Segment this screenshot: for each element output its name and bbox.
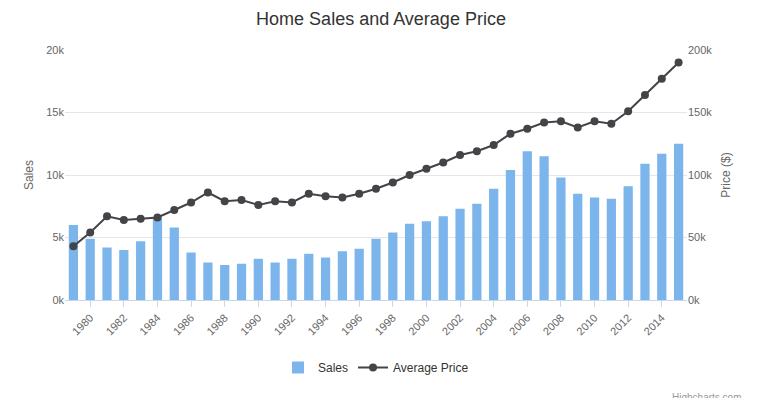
svg-text:50k: 50k — [688, 231, 706, 243]
svg-text:2012: 2012 — [608, 312, 634, 338]
svg-text:1990: 1990 — [238, 312, 264, 338]
svg-text:1984: 1984 — [137, 312, 163, 338]
svg-text:Sales: Sales — [318, 361, 348, 375]
svg-text:Home Sales and Average Price: Home Sales and Average Price — [256, 9, 506, 29]
svg-text:1986: 1986 — [171, 312, 197, 338]
svg-text:20k: 20k — [46, 44, 64, 56]
svg-text:2008: 2008 — [540, 312, 566, 338]
svg-text:2002: 2002 — [440, 312, 466, 338]
svg-text:1982: 1982 — [103, 312, 129, 338]
svg-text:1998: 1998 — [372, 312, 398, 338]
svg-text:Average Price: Average Price — [393, 361, 468, 375]
svg-text:2006: 2006 — [507, 312, 533, 338]
svg-text:1988: 1988 — [204, 312, 230, 338]
svg-text:0k: 0k — [52, 294, 64, 306]
svg-text:200k: 200k — [688, 44, 712, 56]
svg-text:1992: 1992 — [271, 312, 297, 338]
svg-text:2000: 2000 — [406, 312, 432, 338]
svg-text:Highcharts.com: Highcharts.com — [672, 392, 741, 398]
svg-text:Price ($): Price ($) — [719, 152, 733, 197]
svg-text:10k: 10k — [46, 169, 64, 181]
svg-text:1980: 1980 — [70, 312, 96, 338]
svg-text:Sales: Sales — [22, 160, 36, 190]
svg-text:0k: 0k — [688, 294, 700, 306]
svg-text:15k: 15k — [46, 106, 64, 118]
svg-text:2010: 2010 — [574, 312, 600, 338]
svg-text:100k: 100k — [688, 169, 712, 181]
svg-text:2004: 2004 — [473, 312, 499, 338]
svg-text:5k: 5k — [52, 231, 64, 243]
svg-text:1996: 1996 — [339, 312, 365, 338]
svg-text:150k: 150k — [688, 106, 712, 118]
svg-text:2014: 2014 — [641, 312, 667, 338]
svg-text:1994: 1994 — [305, 312, 331, 338]
